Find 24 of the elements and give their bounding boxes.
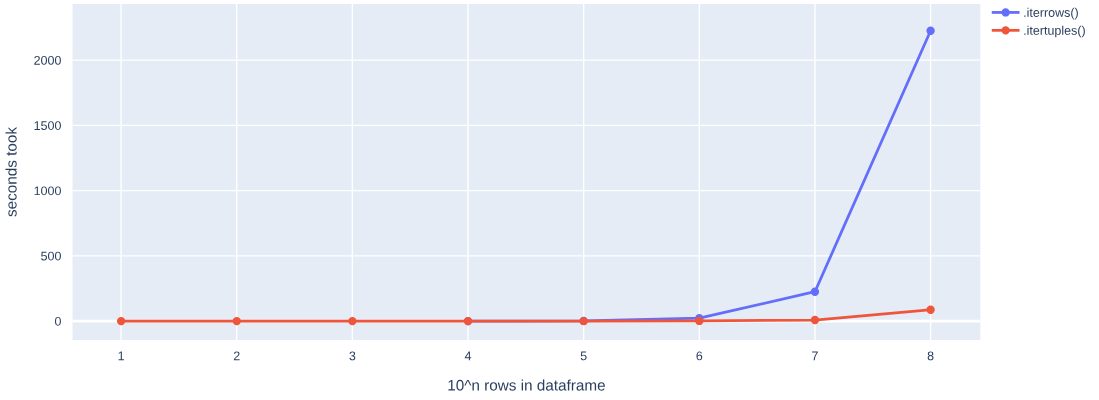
x-tick-label: 4 bbox=[464, 351, 472, 361]
x-tick-label: 8 bbox=[927, 351, 934, 361]
point bbox=[232, 316, 241, 326]
x-tick-label: 3 bbox=[349, 351, 356, 361]
point bbox=[926, 305, 935, 314]
y-tick-label: 1500 bbox=[34, 121, 61, 130]
y-axis-title: seconds took bbox=[5, 126, 17, 217]
point bbox=[810, 315, 820, 325]
x-tick-label: 7 bbox=[812, 351, 818, 361]
x-tick-label: 5 bbox=[580, 351, 587, 361]
legend-label: .iterrows() bbox=[1024, 7, 1078, 20]
legend-label: .itertuples() bbox=[1024, 25, 1085, 38]
y-tick-label: 0 bbox=[54, 316, 61, 326]
x-axis-title: 10^n rows in dataframe bbox=[448, 379, 605, 391]
point bbox=[116, 316, 126, 326]
y-tick-label: 500 bbox=[41, 251, 61, 261]
point bbox=[348, 316, 357, 326]
point bbox=[810, 287, 820, 296]
point bbox=[926, 26, 935, 35]
y-tick-label: 2000 bbox=[34, 55, 61, 65]
x-tick-label: 2 bbox=[233, 351, 240, 361]
y-tick-label: 1000 bbox=[34, 186, 61, 196]
x-tick-label: 1 bbox=[118, 351, 124, 361]
x-tick-label: 6 bbox=[696, 351, 703, 361]
